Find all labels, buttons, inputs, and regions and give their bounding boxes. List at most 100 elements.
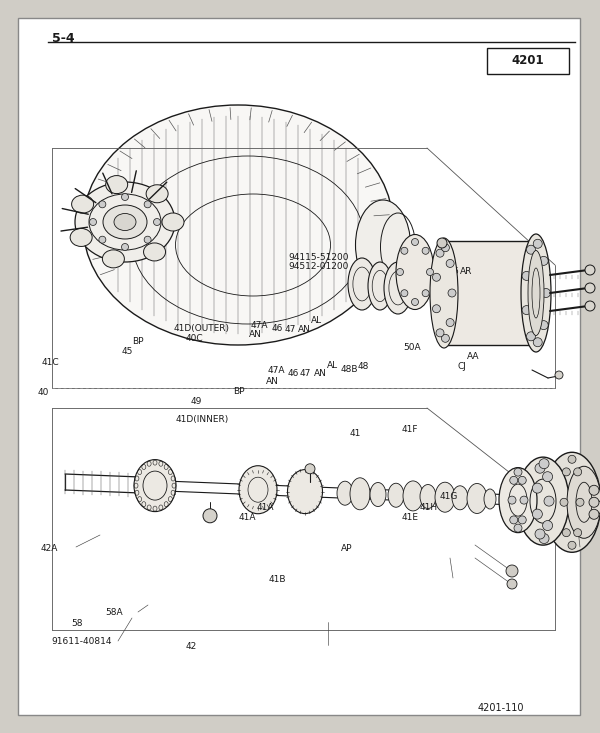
Text: 5-4: 5-4	[52, 32, 74, 45]
Ellipse shape	[430, 238, 458, 348]
Circle shape	[446, 259, 454, 268]
Circle shape	[585, 265, 595, 275]
Text: 40C: 40C	[186, 334, 203, 343]
Ellipse shape	[528, 251, 544, 336]
Ellipse shape	[239, 465, 277, 514]
Ellipse shape	[435, 482, 455, 512]
Text: 41D(INNER): 41D(INNER)	[175, 415, 229, 424]
Text: 41C: 41C	[42, 358, 59, 367]
Text: AL: AL	[327, 361, 338, 369]
Ellipse shape	[388, 483, 404, 507]
Circle shape	[412, 298, 419, 306]
Circle shape	[574, 468, 581, 476]
Text: 41: 41	[349, 430, 361, 438]
Ellipse shape	[134, 460, 176, 512]
Circle shape	[510, 476, 518, 485]
Ellipse shape	[83, 105, 393, 345]
Circle shape	[532, 483, 542, 493]
Circle shape	[144, 236, 151, 243]
Circle shape	[422, 247, 429, 254]
Circle shape	[539, 257, 548, 265]
Circle shape	[442, 334, 449, 342]
Text: 47A: 47A	[251, 321, 268, 330]
Circle shape	[518, 476, 526, 485]
Text: AA: AA	[467, 353, 479, 361]
Text: AN: AN	[314, 369, 326, 378]
Circle shape	[448, 289, 456, 297]
Text: 47: 47	[300, 369, 311, 378]
Text: 94512-01200: 94512-01200	[288, 262, 349, 271]
Ellipse shape	[523, 241, 545, 345]
Text: 42A: 42A	[41, 544, 58, 553]
Circle shape	[437, 238, 447, 248]
Circle shape	[401, 290, 408, 297]
Circle shape	[121, 243, 128, 251]
Circle shape	[522, 271, 531, 281]
Text: AL: AL	[311, 316, 322, 325]
Circle shape	[560, 498, 568, 507]
Text: 41A: 41A	[239, 513, 256, 522]
Text: 91611-40814: 91611-40814	[51, 637, 112, 646]
Ellipse shape	[337, 481, 353, 505]
Ellipse shape	[467, 484, 487, 514]
Ellipse shape	[162, 213, 184, 231]
Text: 46: 46	[288, 369, 299, 378]
Circle shape	[121, 194, 128, 201]
Ellipse shape	[106, 176, 128, 194]
Circle shape	[433, 305, 440, 313]
Circle shape	[542, 472, 553, 482]
Text: 41F: 41F	[402, 425, 419, 434]
Circle shape	[422, 290, 429, 297]
Circle shape	[542, 520, 553, 531]
Text: AN: AN	[266, 377, 278, 386]
Ellipse shape	[348, 258, 376, 310]
Circle shape	[589, 497, 599, 507]
Text: 45: 45	[121, 347, 133, 356]
Ellipse shape	[114, 213, 136, 230]
Ellipse shape	[287, 470, 323, 514]
FancyBboxPatch shape	[487, 48, 569, 74]
Text: AP: AP	[341, 544, 352, 553]
Circle shape	[585, 301, 595, 311]
Text: BP: BP	[233, 387, 244, 396]
Circle shape	[589, 485, 599, 496]
Circle shape	[568, 541, 576, 549]
Ellipse shape	[71, 195, 94, 213]
Ellipse shape	[355, 200, 410, 290]
Ellipse shape	[396, 235, 434, 309]
Ellipse shape	[103, 205, 147, 239]
Ellipse shape	[368, 262, 392, 310]
Text: BP: BP	[132, 337, 143, 346]
Ellipse shape	[435, 241, 457, 345]
Text: A5: A5	[448, 268, 460, 276]
Circle shape	[508, 496, 516, 504]
Text: 48: 48	[358, 362, 369, 371]
Circle shape	[506, 565, 518, 577]
Circle shape	[532, 509, 542, 519]
Text: 58: 58	[71, 619, 82, 627]
Ellipse shape	[420, 485, 436, 509]
Circle shape	[562, 468, 571, 476]
Circle shape	[535, 463, 545, 474]
Circle shape	[539, 534, 549, 544]
Ellipse shape	[143, 243, 166, 261]
Circle shape	[507, 579, 517, 589]
Ellipse shape	[146, 185, 168, 203]
Text: 47: 47	[284, 325, 296, 334]
Circle shape	[436, 249, 444, 257]
Circle shape	[154, 218, 161, 226]
Text: 41A: 41A	[257, 504, 274, 512]
Text: 40: 40	[37, 388, 49, 397]
Text: 46: 46	[271, 324, 283, 333]
Ellipse shape	[75, 182, 175, 262]
Circle shape	[539, 320, 548, 330]
Circle shape	[99, 201, 106, 208]
Text: 41H: 41H	[420, 503, 438, 512]
Text: 49: 49	[191, 397, 202, 406]
Circle shape	[397, 268, 404, 276]
Circle shape	[527, 332, 536, 341]
Circle shape	[514, 524, 522, 532]
Circle shape	[436, 329, 444, 337]
Text: 4201: 4201	[512, 54, 544, 67]
Ellipse shape	[103, 250, 124, 268]
